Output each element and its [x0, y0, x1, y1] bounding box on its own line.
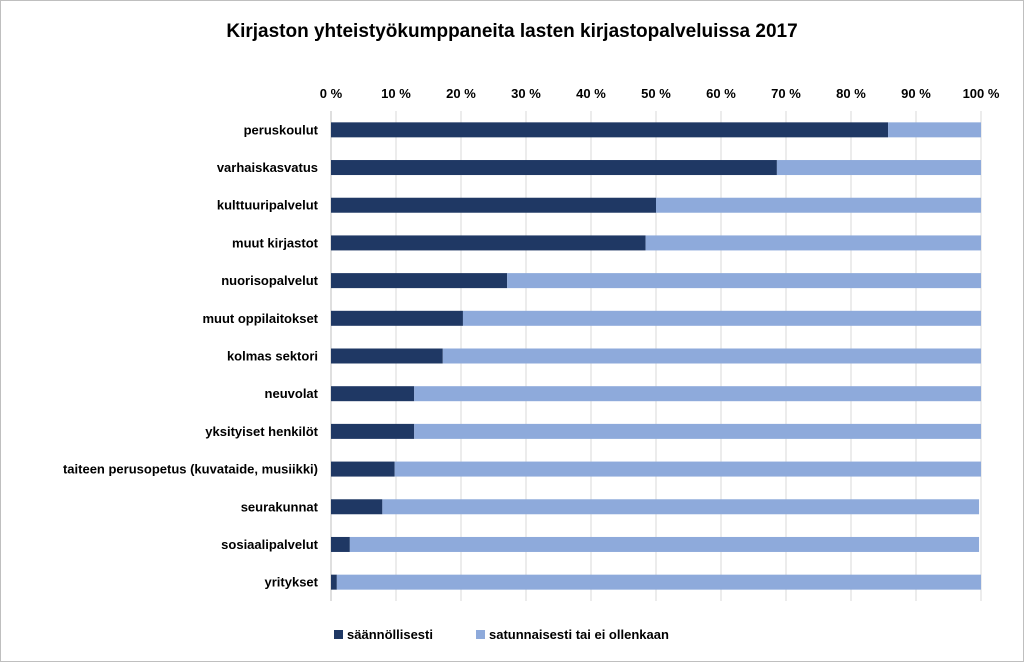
tick-label-60: 60 %: [706, 86, 736, 101]
bar-saannollisesti-6: [331, 348, 443, 364]
category-label: muut oppilaitokset: [202, 311, 318, 326]
bar-satunnaisesti-8: [414, 423, 981, 439]
legend-label-saannollisesti: säännöllisesti: [347, 627, 433, 642]
bar-satunnaisesti-11: [349, 536, 980, 552]
category-label: muut kirjastot: [232, 235, 319, 250]
tick-label-50: 50 %: [641, 86, 671, 101]
legend-swatch-saannollisesti: [334, 630, 343, 639]
bar-satunnaisesti-9: [394, 461, 981, 477]
tick-label-70: 70 %: [771, 86, 801, 101]
bar-saannollisesti-9: [331, 461, 395, 477]
category-label: kulttuuripalvelut: [217, 198, 319, 213]
tick-label-20: 20 %: [446, 86, 476, 101]
bar-saannollisesti-4: [331, 273, 508, 289]
bar-saannollisesti-2: [331, 197, 656, 213]
legend-label-satunnaisesti: satunnaisesti tai ei ollenkaan: [489, 627, 669, 642]
legend-swatch-satunnaisesti: [476, 630, 485, 639]
bar-satunnaisesti-7: [414, 386, 981, 402]
bar-saannollisesti-12: [331, 574, 337, 590]
bar-saannollisesti-10: [331, 499, 383, 515]
bar-saannollisesti-8: [331, 423, 415, 439]
bar-saannollisesti-7: [331, 386, 415, 402]
category-label: yksityiset henkilöt: [205, 424, 318, 439]
category-label: kolmas sektori: [227, 349, 318, 364]
bar-satunnaisesti-3: [645, 235, 981, 251]
bar-saannollisesti-1: [331, 160, 777, 176]
tick-label-80: 80 %: [836, 86, 866, 101]
bar-saannollisesti-0: [331, 122, 889, 138]
tick-label-100: 100 %: [963, 86, 1000, 101]
bar-satunnaisesti-5: [462, 310, 981, 326]
bar-satunnaisesti-0: [888, 122, 981, 138]
tick-label-30: 30 %: [511, 86, 541, 101]
category-label: yritykset: [265, 575, 319, 590]
bar-satunnaisesti-2: [656, 197, 981, 213]
category-labels: peruskoulut varhaiskasvatus kulttuuripalve…: [63, 122, 319, 589]
tick-label-0: 0 %: [320, 86, 343, 101]
tick-label-40: 40 %: [576, 86, 606, 101]
bar-satunnaisesti-4: [507, 273, 981, 289]
chart-title: Kirjaston yhteistyökumppaneita lasten ki…: [226, 21, 797, 42]
bar-satunnaisesti-6: [442, 348, 981, 364]
tick-label-90: 90 %: [901, 86, 931, 101]
category-label: nuorisopalvelut: [221, 273, 318, 288]
category-label: sosiaalipalvelut: [221, 537, 318, 552]
bar-satunnaisesti-12: [336, 574, 982, 590]
bars-layer: [331, 122, 982, 590]
bar-satunnaisesti-1: [776, 160, 981, 176]
category-label: taiteen perusopetus (kuvataide, musiikki…: [63, 462, 318, 477]
bar-saannollisesti-5: [331, 310, 463, 326]
category-label: peruskoulut: [244, 122, 319, 137]
bar-saannollisesti-11: [331, 536, 350, 552]
category-label: neuvolat: [265, 386, 319, 401]
tick-label-10: 10 %: [381, 86, 411, 101]
legend: säännöllisesti satunnaisesti tai ei olle…: [334, 627, 669, 642]
bar-saannollisesti-3: [331, 235, 646, 251]
category-label: varhaiskasvatus: [217, 160, 318, 175]
bar-satunnaisesti-10: [382, 499, 980, 515]
category-label: seurakunnat: [241, 499, 319, 514]
tick-labels: 0 % 10 % 20 % 30 % 40 % 50 % 60 % 70 % 80 % 90 % 1…: [320, 86, 1000, 101]
